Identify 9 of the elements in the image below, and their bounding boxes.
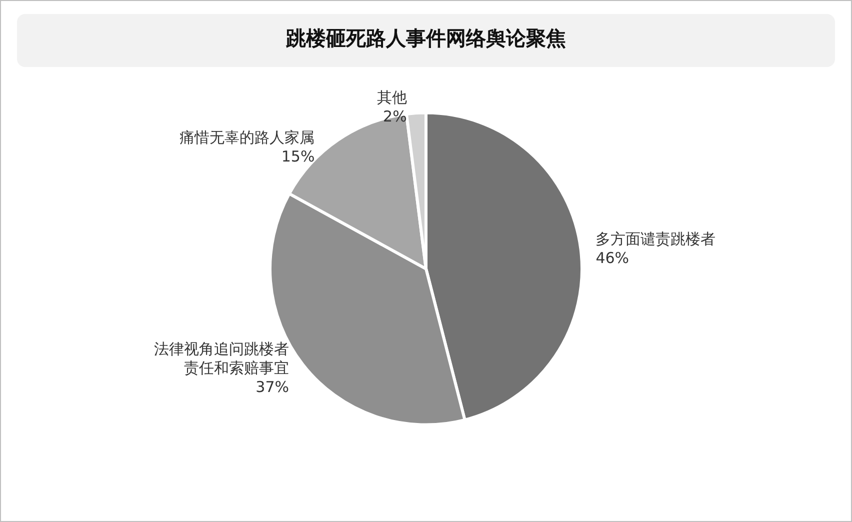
data-label: 2% — [383, 108, 407, 126]
data-label: 46% — [596, 248, 630, 267]
slice-label: 其他 — [376, 88, 407, 107]
data-label: 37% — [256, 378, 289, 396]
data-label: 15% — [281, 148, 315, 166]
slice-label: 痛惜无辜的路人家属 — [180, 128, 315, 147]
chart-title: 跳楼砸死路人事件网络舆论聚焦 — [285, 26, 566, 50]
slice-label: 法律视角追问跳楼者责任和索赔事宜 — [154, 340, 289, 378]
slice-label: 多方面谴责跳楼者 — [596, 230, 716, 248]
